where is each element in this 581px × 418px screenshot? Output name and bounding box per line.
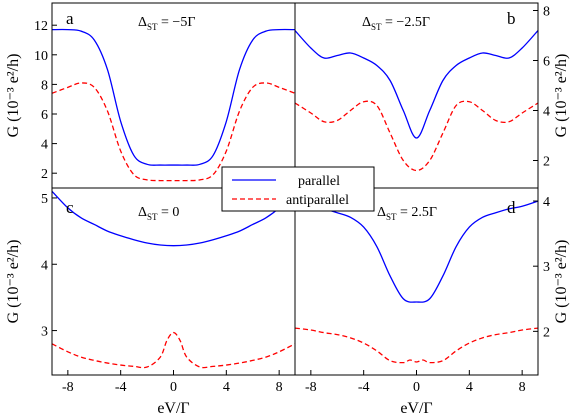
panel-b-letter: b — [507, 9, 516, 28]
panel-a-ytick-label-4: 10 — [34, 49, 48, 64]
panel-c: c ΔST = 0 — [52, 190, 295, 369]
panel-b-ylabel: G (10⁻³ e²/h) — [553, 54, 570, 138]
panel-b: b ΔST = −2.5Γ — [295, 9, 538, 172]
panel-c-xtick-label-2: 0 — [170, 380, 177, 395]
panel-a-ytick-label-1: 4 — [41, 138, 48, 153]
panel-b-series-parallel — [295, 30, 538, 139]
legend-label-antiparallel: antiparallel — [286, 193, 349, 208]
panels-layer: a ΔST = −5Γ b ΔST = −2.5Γ c ΔST = 0 d ΔST = 2.5… — [52, 9, 538, 369]
panel-b-ytick-label-2: 6 — [543, 55, 550, 70]
panel-b-annotation: ΔST = −2.5Γ — [362, 15, 430, 32]
panel-d-annotation: ΔST = 2.5Γ — [377, 205, 437, 222]
panel-a-series-parallel — [52, 28, 295, 166]
panel-b-ytick-label-1: 4 — [543, 105, 550, 120]
panel-c-curves — [52, 190, 295, 369]
panel-b-ytick-label-0: 2 — [543, 155, 550, 170]
panel-c-ytick-label-2: 5 — [41, 192, 48, 207]
panel-d-curves — [295, 200, 538, 364]
panel-c-xtick-label-4: 8 — [276, 380, 283, 395]
panel-d-xtick-label-3: 4 — [466, 380, 473, 395]
panel-a-ytick-label-3: 8 — [41, 78, 48, 93]
legend: parallel antiparallel — [221, 166, 375, 212]
panel-a-ytick-label-0: 2 — [41, 167, 48, 182]
panel-d: d ΔST = 2.5Γ — [295, 198, 538, 364]
panel-c-xlabel: eV/Γ — [157, 400, 189, 417]
panel-c-series-parallel — [52, 190, 295, 247]
panel-d-xtick-label-2: 0 — [413, 380, 420, 395]
panel-a-curves — [52, 28, 295, 182]
panel-a-ytick-label-2: 6 — [41, 108, 48, 123]
panel-b-curves — [295, 30, 538, 172]
panel-d-ytick-label-2: 4 — [543, 195, 550, 210]
panel-d-xlabel: eV/Γ — [400, 400, 432, 417]
panel-a-ytick-label-5: 12 — [34, 19, 48, 34]
panel-c-xtick-label-1: -4 — [115, 380, 127, 395]
panel-c-letter: c — [66, 198, 74, 217]
panel-c-annotation: ΔST = 0 — [138, 205, 179, 222]
panel-d-ylabel: G (10⁻³ e²/h) — [553, 240, 570, 324]
panel-c-xtick-label-0: -8 — [62, 380, 74, 395]
panel-c-series-antiparallel — [52, 331, 295, 369]
panel-d-xtick-label-4: 8 — [519, 380, 526, 395]
panel-d-ytick-label-1: 3 — [543, 260, 550, 275]
panel-b-ytick-label-3: 8 — [543, 5, 550, 20]
panel-a-annotation: ΔST = −5Γ — [138, 15, 195, 32]
panel-d-series-antiparallel — [295, 327, 538, 364]
panel-d-xtick-label-0: -8 — [305, 380, 317, 395]
panel-a-letter: a — [66, 9, 74, 28]
panel-c-xtick-label-3: 4 — [223, 380, 230, 395]
panel-c-ytick-label-0: 3 — [41, 325, 48, 340]
panel-d-ytick-label-0: 2 — [543, 325, 550, 340]
legend-label-parallel: parallel — [298, 174, 340, 189]
panel-d-xtick-label-1: -4 — [358, 380, 370, 395]
panel-d-letter: d — [507, 198, 516, 217]
panel-d-series-parallel — [295, 200, 538, 303]
panel-a: a ΔST = −5Γ — [52, 9, 295, 182]
panel-b-series-antiparallel — [295, 100, 538, 172]
panel-c-ytick-label-1: 4 — [41, 258, 48, 273]
panel-a-series-antiparallel — [52, 82, 295, 182]
legend-box — [221, 166, 375, 212]
panel-c-ylabel: G (10⁻³ e²/h) — [5, 240, 22, 324]
panel-a-ylabel: G (10⁻³ e²/h) — [5, 54, 22, 138]
